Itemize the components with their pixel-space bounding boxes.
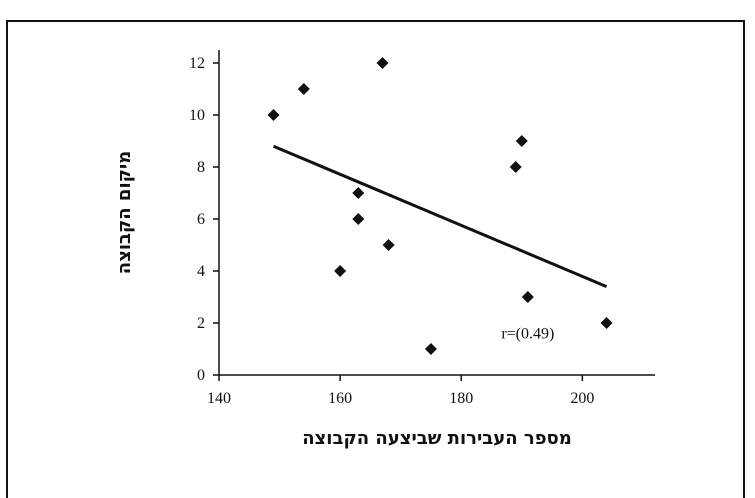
data-points	[267, 57, 613, 355]
data-point	[515, 135, 528, 147]
x-ticks: 140 160 180 200	[207, 375, 594, 407]
y-tick-label: 6	[197, 211, 205, 228]
y-ticks: 0 2 4 6 8 10 12	[189, 55, 219, 384]
data-point	[352, 213, 365, 225]
y-axis-title: מיקום הקבוצה	[114, 151, 135, 274]
scatter-chart: 0 2 4 6 8 10 12 140 160 180 200 r=(0.49) מספר העב…	[114, 50, 655, 449]
data-point	[352, 187, 365, 199]
data-point	[424, 343, 437, 355]
data-point	[267, 109, 280, 121]
data-point	[376, 57, 389, 69]
y-tick-label: 8	[197, 159, 205, 176]
axes	[218, 50, 655, 376]
data-point	[297, 83, 310, 95]
trendline-group	[272, 144, 608, 288]
data-point	[382, 239, 395, 251]
data-point	[509, 161, 522, 173]
x-tick-label: 200	[570, 390, 594, 407]
x-tick-label: 180	[449, 390, 473, 407]
annotations: r=(0.49)	[501, 326, 554, 343]
y-tick-label: 12	[189, 55, 205, 72]
y-tick-label: 0	[197, 367, 205, 384]
y-tick-label: 10	[189, 107, 205, 124]
x-axis-title: מספר העבירות שביצעה הקבוצה	[302, 428, 572, 449]
data-point	[334, 265, 347, 277]
y-tick-label: 4	[197, 263, 205, 280]
chart-frame	[6, 20, 745, 498]
correlation-annotation: r=(0.49)	[501, 326, 554, 343]
y-tick-label: 2	[197, 315, 205, 332]
data-point	[600, 317, 613, 329]
x-tick-label: 140	[207, 390, 231, 407]
x-tick-label: 160	[328, 390, 352, 407]
data-point	[521, 291, 534, 303]
trendline	[272, 144, 608, 288]
